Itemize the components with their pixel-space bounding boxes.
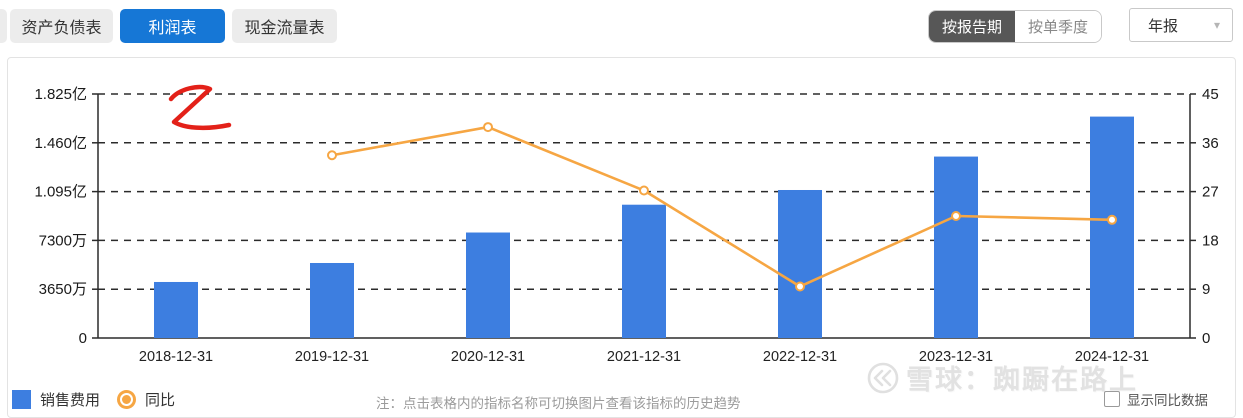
chart-card: 雪球：踟蹰在路上 0 0 3650万 9 7300万 18 1.095亿 27 1.460亿 36… [7,57,1236,418]
toggle-by-report-period[interactable]: 按报告期 [929,11,1015,42]
bar-2021-12-31[interactable] [622,204,666,338]
legend-item-sales-expense[interactable]: 销售费用 [12,389,100,410]
bar-2022-12-31[interactable] [778,189,822,338]
x-axis-label: 2020-12-31 [451,349,525,365]
sales-expense-chart: 0 0 3650万 9 7300万 18 1.095亿 27 1.460亿 36 1.825亿 45 2… [34,84,1219,365]
chevron-down-icon: ▾ [1213,18,1220,32]
left-axis-label: 3650万 [39,281,87,298]
tab-income-statement[interactable]: 利润表 [120,9,225,43]
watermark: 雪球：踟蹰在路上 [866,358,1138,397]
bar-series-marker [12,390,31,409]
x-axis-label: 2022-12-31 [763,349,837,365]
toggle-by-quarter[interactable]: 按单季度 [1015,11,1101,42]
cutoff-button-edge [0,9,7,43]
bar-2023-12-31[interactable] [934,156,978,338]
handwritten-annotation-2 [168,84,232,131]
show-yoy-checkbox[interactable]: 显示同比数据 [1104,389,1208,409]
report-type-select[interactable]: 年报 ▾ [1129,8,1233,42]
right-axis-label: 9 [1202,281,1210,298]
left-axis-label: 1.460亿 [34,135,87,152]
point-2020-12-31[interactable] [483,122,493,133]
x-axis-label: 2023-12-31 [919,349,993,365]
point-2021-12-31[interactable] [639,185,649,196]
yoy-line [331,125,1113,288]
left-axis-label: 0 [79,330,87,347]
legend-label: 同比 [145,392,176,409]
report-type-value: 年报 [1148,17,1179,35]
right-axis-label: 45 [1202,86,1219,103]
bar-2024-12-31[interactable] [1090,116,1134,339]
left-axis-label: 7300万 [39,232,87,249]
bar-2019-12-31[interactable] [310,262,354,338]
point-2022-12-31[interactable] [795,281,805,292]
xueqiu-logo-icon [867,362,899,393]
tab-cash-flow[interactable]: 现金流量表 [232,9,337,43]
right-axis-label: 18 [1202,232,1219,249]
line-series-marker [120,393,133,406]
chart-footer: 销售费用 同比 注：点击表格内的指标名称可切换图片查看该指标的历史趋势 显示同比… [8,384,1235,416]
point-2019-12-31[interactable] [327,150,337,161]
left-axis-label: 1.825亿 [34,86,87,103]
period-toggle: 按报告期 按单季度 [928,10,1102,43]
right-axis-label: 0 [1202,330,1210,347]
bar-2020-12-31[interactable] [466,232,510,338]
x-axis-label: 2021-12-31 [607,349,681,365]
point-2024-12-31[interactable] [1107,214,1117,225]
toolbar: 资产负债表 利润表 现金流量表 按报告期 按单季度 年报 ▾ [0,0,1243,56]
checkbox-label: 显示同比数据 [1127,393,1208,408]
point-2023-12-31[interactable] [951,211,961,221]
x-axis-label: 2019-12-31 [295,349,369,365]
x-axis-label: 2024-12-31 [1075,349,1149,365]
bar-2018-12-31[interactable] [154,281,198,338]
right-axis-label: 36 [1202,135,1219,152]
footnote: 注：点击表格内的指标名称可切换图片查看该指标的历史趋势 [376,396,741,411]
tab-balance-sheet[interactable]: 资产负债表 [10,9,113,43]
right-axis-label: 27 [1202,184,1219,201]
checkbox-icon[interactable] [1104,391,1120,407]
x-axis-label: 2018-12-31 [139,349,213,365]
watermark-text: 雪球：踟蹰在路上 [906,365,1138,395]
legend-label: 销售费用 [40,392,101,409]
legend-item-yoy[interactable]: 同比 [116,389,175,410]
left-axis-label: 1.095亿 [34,184,87,201]
